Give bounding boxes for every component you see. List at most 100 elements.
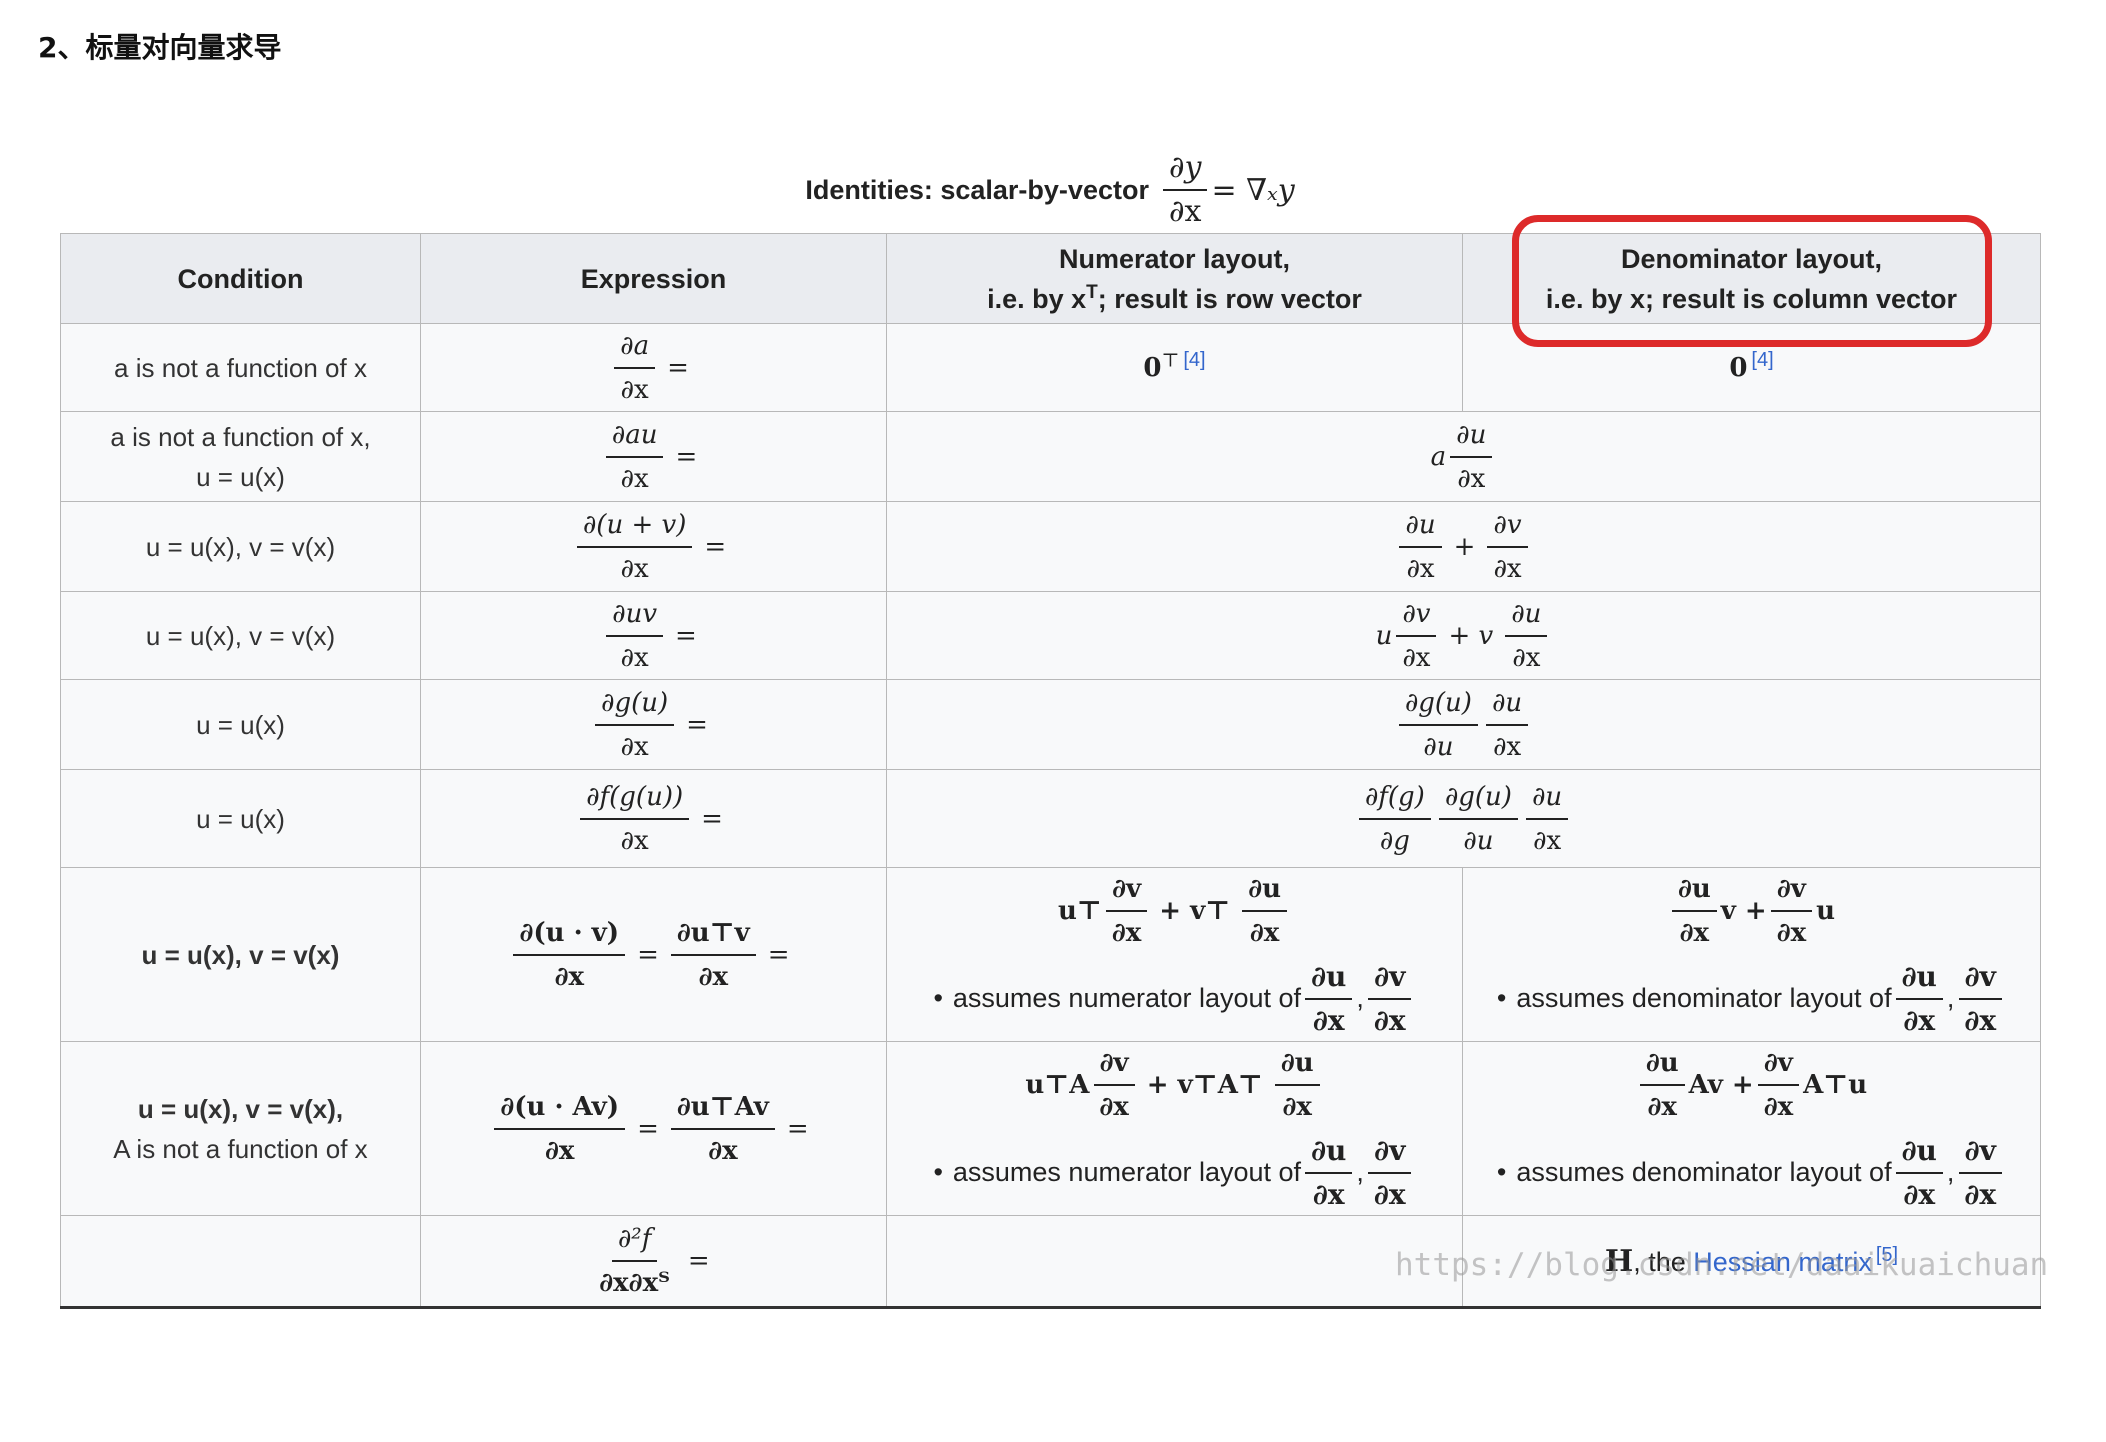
- condition-text: u = u(x): [196, 461, 285, 492]
- note-num: ∂u: [1895, 958, 1943, 1000]
- formula-operator: + v⊤: [1159, 895, 1231, 926]
- expression-cell: ∂f(g(u)) ∂x =: [420, 769, 887, 868]
- note-text: assumes numerator layout of: [952, 1157, 1302, 1187]
- denominator-cell: 0 [4]: [1462, 323, 2041, 412]
- table-row: u = u(x) ∂f(g(u)) ∂x = ∂f(g) ∂g ∂g(u) ∂u ∂u ∂x: [60, 769, 2041, 868]
- result-num: ∂u: [1525, 778, 1569, 820]
- result-zero: 0: [1143, 352, 1162, 383]
- result-den: ∂x: [1282, 1091, 1312, 1122]
- result-num: ∂v: [1396, 595, 1437, 637]
- layout-note: • assumes denominator layout of ∂u ∂x, ∂v ∂x: [1497, 1132, 2006, 1214]
- hessian-matrix-link[interactable]: Hessian matrix: [1693, 1246, 1872, 1277]
- result-num: ∂g(u): [1398, 684, 1478, 726]
- expr-num: ∂(u · v): [513, 914, 626, 956]
- result-num: ∂u: [1399, 506, 1442, 548]
- layout-note: • assumes numerator layout of ∂u ∂x, ∂v ∂x: [933, 958, 1415, 1040]
- condition-text: u = u(x): [196, 803, 285, 834]
- header-condition: Condition: [60, 233, 421, 324]
- header-numerator-sup: T: [1086, 281, 1098, 303]
- result-prefix: u: [1375, 620, 1393, 651]
- result-num: ∂u: [1671, 870, 1717, 912]
- result-den: ∂u: [1423, 731, 1454, 762]
- result-den: ∂x: [1493, 731, 1522, 762]
- identities-table: Condition Expression Numerator layout, i…: [60, 233, 2041, 1309]
- note-num: ∂v: [1958, 1132, 2002, 1174]
- expr-num: ∂u⊤Av: [670, 1088, 775, 1130]
- watermark: https://blog.csdn.net/daaikuaichuan: [1395, 1247, 2049, 1283]
- result-den: ∂x: [1402, 642, 1431, 673]
- condition-text: a is not a function of x,: [110, 421, 371, 452]
- expr-den: ∂x: [620, 463, 649, 494]
- condition-text: a is not a function of x: [114, 352, 367, 383]
- expression-cell: ∂uv ∂x =: [420, 591, 887, 680]
- result-num: ∂v: [1106, 870, 1148, 912]
- result-num: ∂u: [1242, 870, 1287, 912]
- note-den: ∂x: [1312, 1003, 1345, 1037]
- table-caption: Identities: scalar-by-vector ∂y ∂x = ∇ₓy: [60, 150, 2040, 230]
- caption-rhs: = ∇ₓy: [1211, 172, 1295, 208]
- result-den: ∂x: [1776, 917, 1807, 948]
- numerator-cell: 0⊤ [4]: [886, 323, 1463, 412]
- condition-cell: u = u(x), v = v(x): [60, 501, 421, 592]
- note-text: assumes denominator layout of: [1516, 1157, 1892, 1187]
- condition-text: u = u(x), v = v(x): [145, 620, 336, 651]
- expression-cell: ∂(u + v) ∂x =: [420, 501, 887, 592]
- expr-num: ∂(u · Av): [494, 1088, 626, 1130]
- result-num: ∂u: [1639, 1044, 1685, 1086]
- result-den: ∂x: [1457, 463, 1486, 494]
- condition-text: u = u(x): [196, 709, 285, 740]
- expr-num: ∂u⊤v: [670, 914, 756, 956]
- note-num: ∂u: [1895, 1132, 1943, 1174]
- numerator-cell: [886, 1215, 1463, 1308]
- condition-cell: u = u(x), v = v(x): [60, 867, 421, 1042]
- result-num: ∂g(u): [1438, 778, 1518, 820]
- note-num: ∂v: [1368, 1132, 1412, 1174]
- result-num: ∂u: [1505, 595, 1548, 637]
- header-numerator-layout: Numerator layout, i.e. by xT; result is …: [886, 233, 1463, 324]
- header-numerator-line1: Numerator layout,: [1058, 243, 1291, 274]
- condition-text: u = u(x), v = v(x): [141, 939, 340, 970]
- expr-den: ∂x: [698, 961, 729, 992]
- reference-link[interactable]: [4]: [1183, 348, 1206, 371]
- expr-den: ∂x: [554, 961, 584, 992]
- numerator-cell: u⊤ ∂v ∂x + v⊤ ∂u ∂x • assumes numerator layout…: [886, 867, 1463, 1042]
- reference-link[interactable]: [5]: [1875, 1243, 1899, 1266]
- result-num: ∂f(g): [1358, 778, 1431, 820]
- condition-cell: a is not a function of x, u = u(x): [60, 411, 421, 502]
- condition-cell: u = u(x): [60, 679, 421, 770]
- expr-den: ∂x: [620, 642, 649, 673]
- result-den: ∂x: [1406, 553, 1435, 584]
- note-num: ∂v: [1958, 958, 2002, 1000]
- header-denominator-line2: i.e. by x; result is column vector: [1545, 283, 1958, 314]
- expression-cell: ∂²f ∂x∂xᵀ =: [420, 1215, 887, 1308]
- result-operator: +: [1453, 531, 1476, 562]
- result-den: ∂x: [1647, 1091, 1677, 1122]
- header-denominator-line1: Denominator layout,: [1620, 243, 1883, 274]
- caption-formula: ∂y ∂x = ∇ₓy: [1159, 149, 1295, 231]
- result-den: ∂x: [1533, 825, 1562, 856]
- expr-num: ∂f(g(u)): [580, 778, 690, 820]
- result-den: ∂x: [1099, 1091, 1129, 1122]
- merged-result-cell: a ∂u ∂x: [886, 411, 2041, 502]
- merged-result-cell: u ∂v ∂x + v ∂u ∂x: [886, 591, 2041, 680]
- reference-link[interactable]: [4]: [1751, 348, 1774, 371]
- expression-cell: ∂(u · v) ∂x = ∂u⊤v ∂x =: [420, 867, 887, 1042]
- formula-operator: + v⊤A⊤: [1146, 1069, 1263, 1100]
- result-den: ∂x: [1679, 917, 1710, 948]
- result-num: ∂u: [1485, 684, 1529, 726]
- formula-term: u⊤: [1058, 895, 1102, 926]
- expr-den: ∂x: [620, 731, 649, 762]
- condition-cell: u = u(x), v = v(x), A is not a function o…: [60, 1041, 421, 1216]
- table-row: a is not a function of x ∂a ∂x = 0⊤ [4] 0 [4…: [60, 323, 2041, 412]
- note-den: ∂x: [1312, 1177, 1345, 1211]
- merged-result-cell: ∂g(u) ∂u ∂u ∂x: [886, 679, 2041, 770]
- expr-num: ∂au: [605, 416, 664, 458]
- formula-term: u⊤A: [1025, 1069, 1090, 1100]
- result-den: ∂u: [1463, 825, 1494, 856]
- expr-num: ∂(u + v): [576, 506, 693, 548]
- transpose-sup: ⊤: [1161, 348, 1180, 371]
- expr-num: ∂a: [614, 327, 656, 369]
- table-row: u = u(x), v = v(x), A is not a function o…: [60, 1041, 2041, 1216]
- expr-den: ∂x: [620, 553, 649, 584]
- expression-cell: ∂g(u) ∂x =: [420, 679, 887, 770]
